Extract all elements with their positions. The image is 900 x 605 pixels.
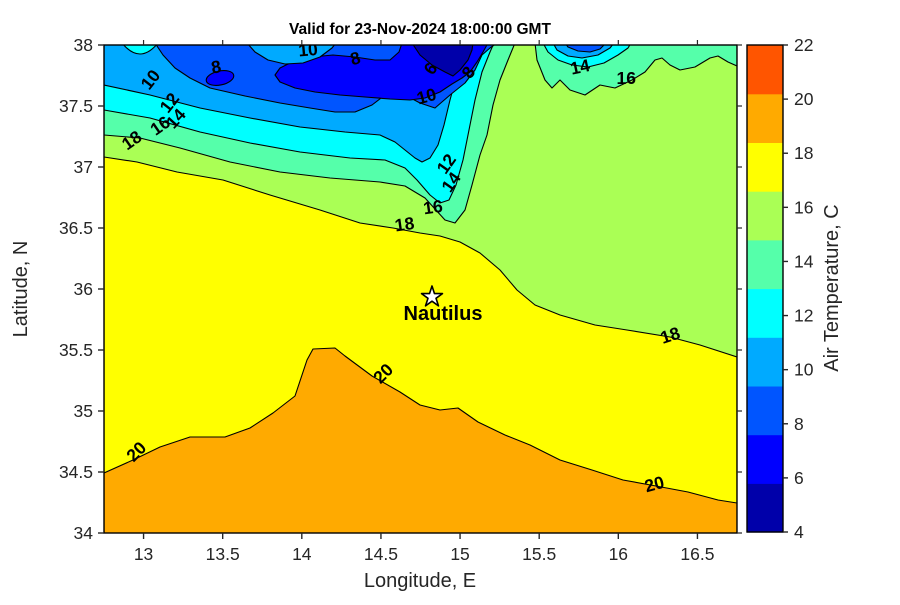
- colorbar-tick-label: 22: [794, 35, 813, 55]
- x-tick-label: 14.5: [364, 544, 398, 564]
- band-4-6: [412, 45, 474, 77]
- colorbar-tick-label: 14: [794, 251, 814, 271]
- x-axis-label: Longitude, E: [364, 570, 476, 592]
- band-8-10-pocket: [565, 45, 605, 53]
- colorbar-cell: [747, 385, 783, 436]
- y-tick-label: 35: [74, 401, 93, 421]
- y-tick-label: 37.5: [59, 96, 93, 116]
- colorbar-cell: [747, 239, 783, 290]
- band-6-8-blob: [205, 70, 235, 86]
- colorbar-tick-label: 10: [794, 360, 814, 380]
- contour-label: 8: [210, 56, 223, 77]
- x-tick-label: 13.5: [206, 544, 240, 564]
- colorbar-label: Air Temperature, C: [821, 204, 843, 371]
- colorbar-cell: [747, 93, 783, 143]
- y-tick-label: 36: [74, 279, 93, 299]
- contour-label: 10: [297, 39, 318, 61]
- colorbar-cell: [747, 191, 783, 241]
- x-tick-label: 14: [292, 544, 312, 564]
- colorbar-ticks: 4 6 8 10 12 14 16 18 20 22: [783, 35, 814, 542]
- axis-ticks: [98, 40, 742, 539]
- y-tick-label: 36.5: [59, 218, 93, 238]
- colorbar-cells: [747, 45, 783, 533]
- colorbar-tick-label: 8: [794, 414, 804, 434]
- contour-label: 16: [616, 68, 636, 88]
- colorbar-tick-label: 6: [794, 468, 804, 488]
- colorbar-tick-label: 16: [794, 197, 813, 217]
- colorbar-tick-label: 18: [794, 143, 813, 163]
- contour-label: 16: [422, 196, 444, 219]
- x-tick-label: 16: [609, 544, 628, 564]
- colorbar-tick-label: 4: [794, 522, 804, 542]
- colorbar-cell: [747, 337, 783, 387]
- sliver-12-14-topleft: [123, 45, 157, 55]
- y-tick-label: 34.5: [59, 462, 93, 482]
- x-tick-label: 15: [450, 544, 469, 564]
- y-tick-label: 38: [74, 35, 93, 55]
- colorbar-cell: [747, 434, 783, 484]
- contour-label: 14: [568, 55, 591, 79]
- colorbar-tick-label: 20: [794, 89, 814, 109]
- y-tick-label: 35.5: [59, 340, 93, 360]
- colorbar: 4 6 8 10 12 14 16 18 20 22 Air Temperature, C: [746, 35, 843, 542]
- colorbar-cell: [747, 142, 783, 192]
- x-tick-label: 15.5: [522, 544, 556, 564]
- band-20-22: [104, 347, 737, 533]
- bulge-10-12-top: [248, 45, 336, 65]
- y-axis-label: Latitude, N: [10, 241, 32, 338]
- colorbar-cell: [747, 288, 783, 338]
- colorbar-border: [746, 44, 784, 533]
- x-tick-label: 13: [134, 544, 153, 564]
- plot-title: Valid for 23-Nov-2024 18:00:00 GMT: [289, 21, 551, 38]
- colorbar-cell: [747, 45, 783, 95]
- star-icon: [420, 285, 444, 307]
- axis-tick-labels: 13 13.5 14 14.5 15 15.5 16 16.5 34 34.5 35 35.5 36 36…: [59, 35, 715, 564]
- y-tick-label: 37: [74, 157, 93, 177]
- station-marker: [420, 285, 444, 307]
- contour-label: 18: [393, 213, 415, 236]
- station-label: Nautilus: [404, 303, 483, 325]
- colorbar-cell: [747, 483, 783, 533]
- x-tick-label: 16.5: [680, 544, 714, 564]
- y-tick-label: 34: [74, 523, 94, 543]
- colorbar-tick-label: 12: [794, 306, 813, 326]
